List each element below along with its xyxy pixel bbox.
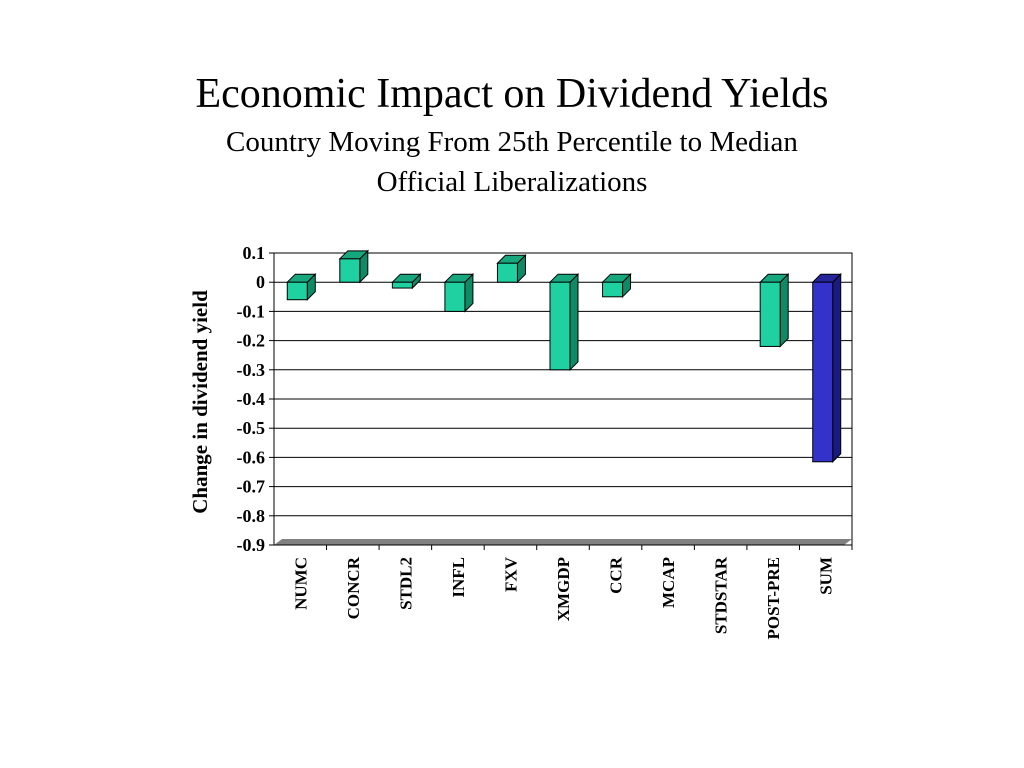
x-tick-label-xmgdp: XMGDP — [554, 557, 573, 621]
bar-post-pre — [758, 272, 790, 348]
bar-front — [444, 281, 466, 312]
y-tick-label: -0.8 — [237, 506, 266, 526]
chart-subtitle-line-2: Official Liberalizations — [376, 166, 648, 198]
bar-fxv — [496, 254, 527, 284]
bar-xmgdp — [548, 272, 580, 372]
x-tick-label-infl: INFL — [449, 557, 468, 598]
x-axis-ticks: NUMC CONCR STDL2 INFL FXV XMGDP CCR MCAP STDSTAR… — [291, 545, 853, 640]
y-axis-ticks: 0.1 0 -0.1 -0.2 -0.3 -0.4 -0.5 -0.6 -0.7 -0.8 -0.9 — [237, 243, 274, 555]
bar-ccr — [601, 272, 632, 299]
bar-front — [286, 281, 308, 301]
bar-front — [339, 258, 361, 283]
chart-subtitle-line-1: Country Moving From 25th Percentile to M… — [226, 126, 798, 158]
y-tick-label: -0.2 — [237, 331, 266, 351]
x-tick-label-stdl2: STDL2 — [396, 557, 415, 610]
x-tick-label-ccr: CCR — [607, 556, 626, 594]
plot-floor — [274, 539, 852, 545]
bar-infl — [443, 272, 475, 313]
bar-side — [779, 272, 789, 348]
y-tick-label: 0.1 — [243, 243, 266, 263]
y-tick-label: -0.9 — [237, 535, 266, 555]
bar-front — [759, 281, 781, 347]
x-tick-label-stdstar: STDSTAR — [712, 556, 731, 634]
bar-side — [832, 272, 842, 463]
bars-group — [286, 249, 842, 463]
bar-front — [812, 281, 834, 463]
x-tick-label-concr: CONCR — [344, 556, 363, 619]
y-tick-label: -0.3 — [237, 360, 266, 380]
bar-front — [602, 281, 624, 298]
y-tick-label: -0.5 — [237, 418, 266, 438]
y-tick-label: -0.6 — [237, 447, 266, 467]
bar-numc — [286, 272, 317, 301]
chart-title: Economic Impact on Dividend Yields — [195, 71, 829, 117]
bar-front — [549, 281, 571, 371]
x-tick-label-mcap: MCAP — [659, 557, 678, 608]
bar-stdl2 — [391, 272, 422, 290]
bar-front — [391, 281, 413, 289]
bar-side — [569, 272, 579, 372]
x-tick-label-post-pre: POST-PRE — [764, 557, 783, 640]
bar-sum — [811, 272, 842, 463]
y-tick-label: -0.7 — [237, 477, 266, 497]
y-tick-label: -0.1 — [237, 301, 266, 321]
y-tick-label: 0 — [256, 272, 265, 292]
bar-front — [496, 262, 518, 283]
bar-concr — [338, 249, 370, 284]
x-tick-label-sum: SUM — [817, 557, 836, 595]
y-axis-label: Change in dividend yield — [188, 290, 212, 514]
x-tick-label-fxv: FXV — [501, 556, 520, 592]
x-tick-label-numc: NUMC — [291, 557, 310, 610]
y-tick-label: -0.4 — [237, 389, 266, 409]
